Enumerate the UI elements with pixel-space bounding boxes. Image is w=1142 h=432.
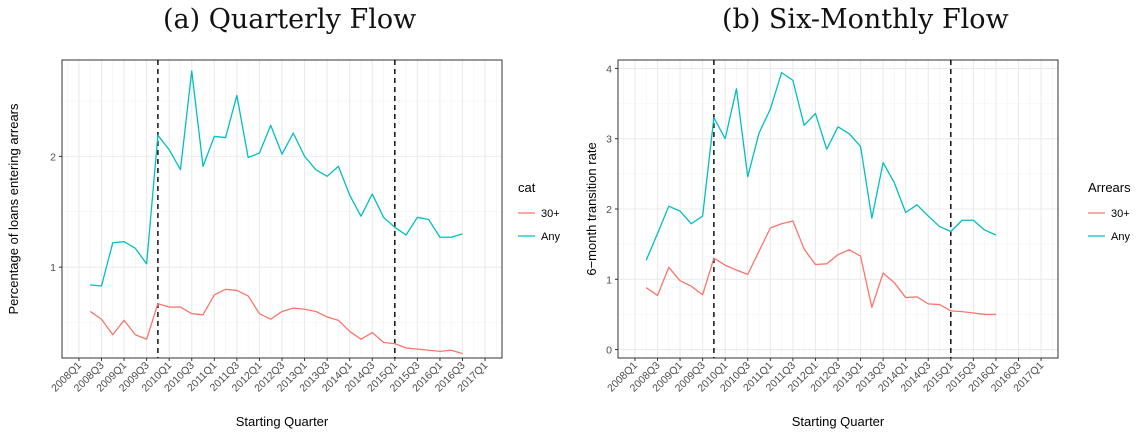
- legend-title: Arrears: [1088, 180, 1131, 195]
- panel-b-chart: 2008Q12008Q32009Q12009Q32010Q12010Q32011…: [584, 59, 1131, 429]
- y-tick-label: 2: [50, 151, 56, 163]
- y-axis-title: Percentage of loans entering arrears: [6, 103, 21, 315]
- legend-label: Any: [1111, 231, 1130, 243]
- legend: Arrears 30+ Any: [1088, 180, 1131, 243]
- panel-a-chart: 2008Q12008Q32009Q12009Q32010Q12010Q32011…: [6, 59, 560, 429]
- series-line-30plus: [89, 288, 463, 355]
- x-axis-title: Starting Quarter: [792, 414, 885, 429]
- y-tick-label: 2: [606, 204, 612, 216]
- legend-title: cat: [518, 180, 536, 195]
- legend-label: 30+: [541, 208, 560, 220]
- panel-border: [61, 59, 503, 359]
- y-tick-label: 3: [606, 134, 612, 146]
- series-line-any: [645, 72, 997, 261]
- y-axis-title: 6−month transition rate: [584, 142, 599, 275]
- panel-a-title: (a) Quarterly Flow: [163, 4, 417, 35]
- y-tick-label: 0: [606, 345, 612, 357]
- series-line-30plus: [645, 220, 996, 316]
- legend-label: Any: [541, 231, 560, 243]
- x-axis-title: Starting Quarter: [236, 414, 329, 429]
- legend-label: 30+: [1111, 208, 1130, 220]
- legend: cat 30+ Any: [518, 180, 560, 243]
- panel-b-title: (b) Six-Monthly Flow: [722, 4, 1009, 35]
- y-tick-label: 4: [606, 63, 612, 75]
- series-line-any: [90, 70, 463, 287]
- y-tick-label: 1: [606, 274, 612, 286]
- panel-border: [617, 59, 1059, 359]
- y-tick-label: 1: [50, 262, 56, 274]
